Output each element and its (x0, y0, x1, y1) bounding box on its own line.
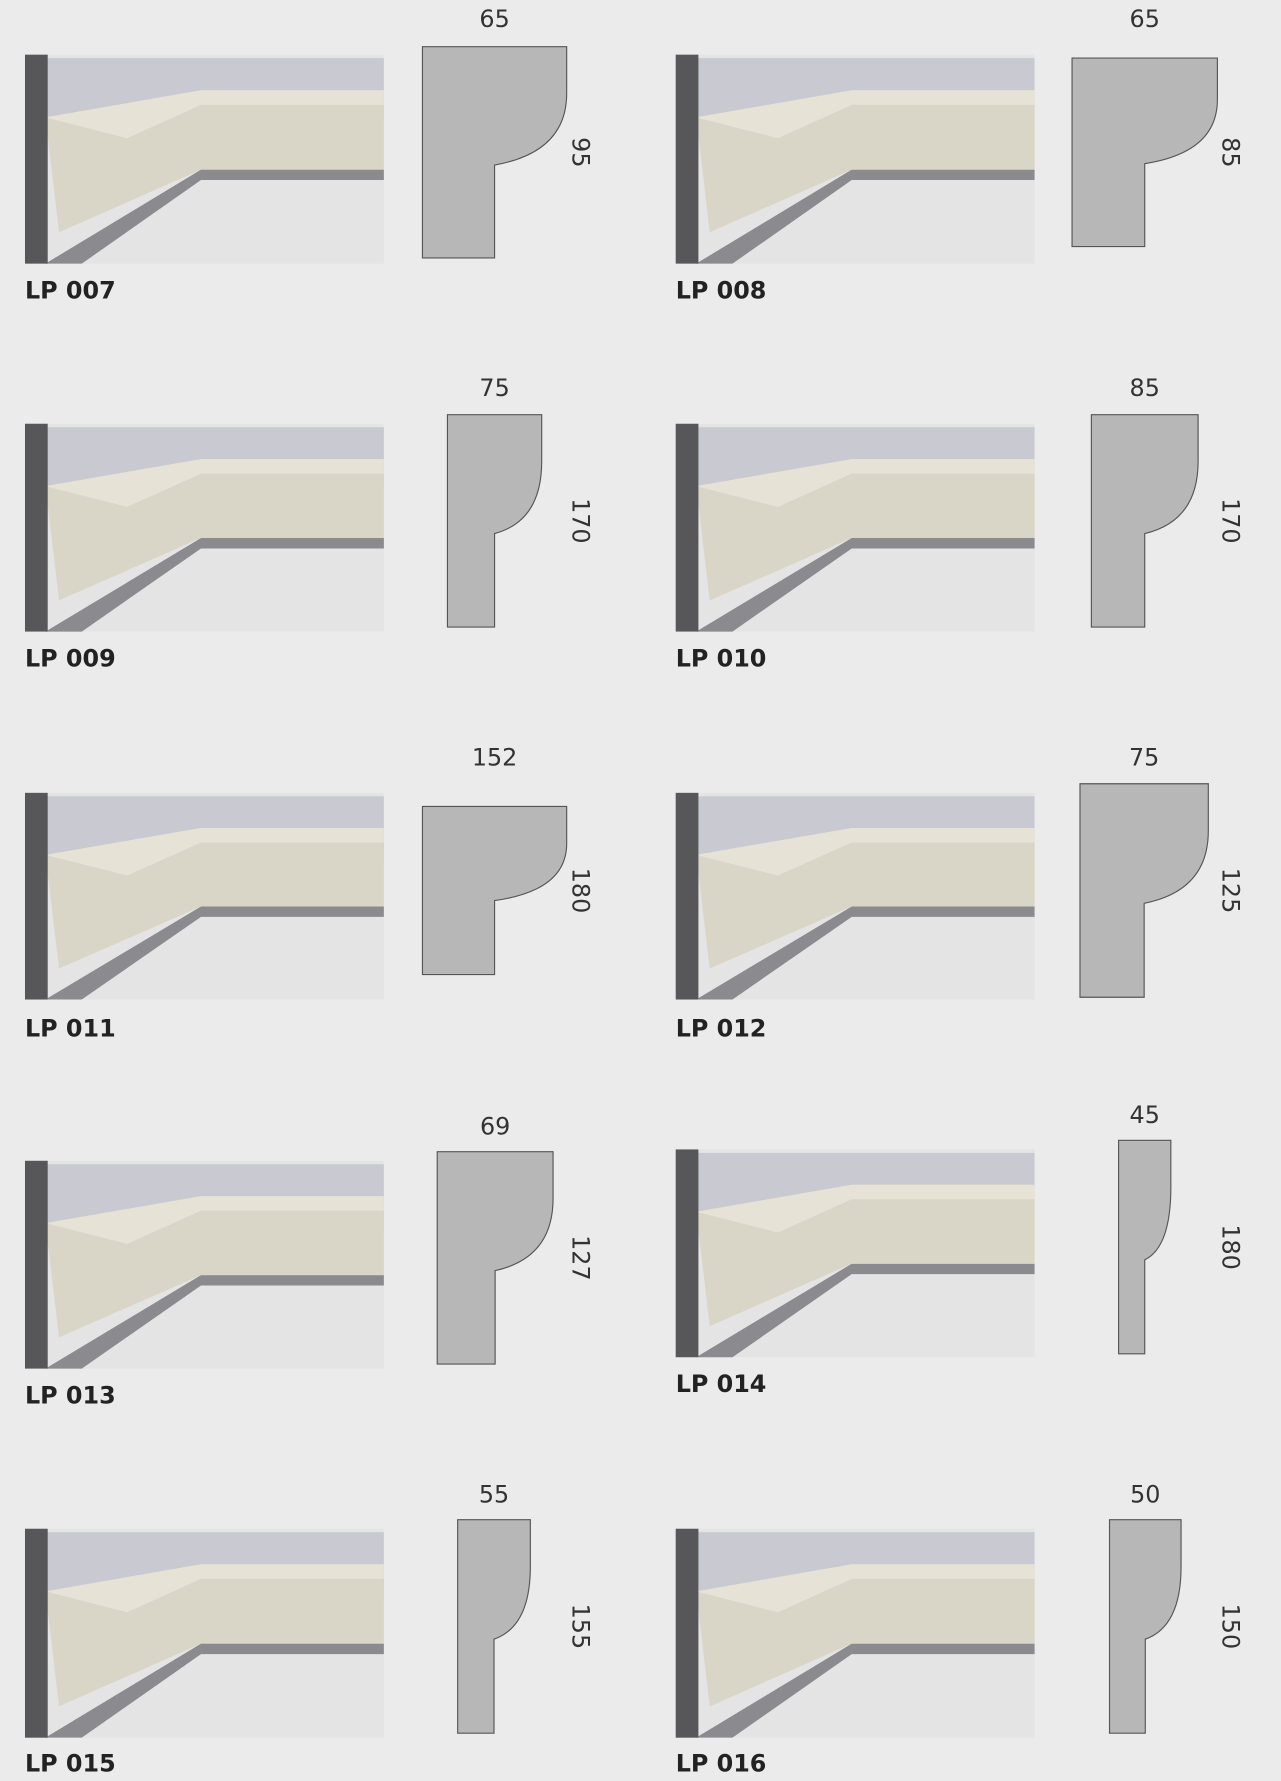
wall-edge (675, 792, 699, 1000)
profile-section (421, 805, 568, 976)
profile-height: 85 (1216, 137, 1244, 167)
profile-width: 75 (1129, 743, 1159, 771)
molding-top (45, 1196, 384, 1244)
profile-section (1090, 414, 1199, 628)
product-photo (24, 423, 384, 632)
molding-top (45, 1564, 384, 1613)
profile-width: 75 (479, 374, 509, 402)
product-card: 65 85 LP 008 (675, 5, 1244, 305)
molding-top (45, 827, 384, 876)
wall-lower (696, 1263, 1035, 1358)
profile-width: 65 (479, 5, 509, 33)
profile-height: 180 (1216, 1224, 1244, 1269)
molding-top (696, 1184, 1035, 1233)
product-photo (24, 792, 384, 1000)
molding-top (696, 90, 1035, 139)
profile-height: 170 (567, 498, 595, 543)
wall-lower (45, 1643, 384, 1738)
wall-edge (675, 54, 699, 264)
molding-top (696, 1564, 1035, 1613)
product-photo (24, 1160, 384, 1369)
molding-top (45, 459, 384, 507)
product-code: LP 008 (676, 277, 767, 305)
wall-edge (24, 792, 48, 1000)
profile-section (1108, 1519, 1182, 1734)
profile-height: 155 (567, 1604, 595, 1649)
wall-edge (24, 1528, 48, 1738)
wall-lower (45, 906, 384, 1000)
wall-edge (675, 1528, 699, 1738)
profile-section (436, 1151, 554, 1365)
profile-height: 95 (567, 137, 595, 167)
product-code: LP 011 (25, 1015, 116, 1043)
wall-lower (45, 538, 384, 632)
profile-width: 65 (1130, 5, 1160, 33)
profile-section (1071, 57, 1218, 248)
molding-top (45, 90, 384, 139)
product-photo (675, 423, 1035, 632)
product-code: LP 016 (676, 1749, 767, 1777)
profile-width: 69 (480, 1112, 510, 1140)
product-code: LP 007 (25, 277, 116, 305)
profile-height: 127 (567, 1235, 595, 1280)
product-photo (24, 54, 384, 264)
product-photo (675, 54, 1035, 264)
profile-section (457, 1519, 531, 1734)
product-card: 152 180 LP 011 (24, 743, 595, 1043)
product-card: 75 170 LP 009 (24, 374, 595, 672)
profile-height: 150 (1216, 1604, 1244, 1649)
molding-top (696, 827, 1035, 876)
profile-section (1118, 1139, 1172, 1355)
product-photo (24, 1528, 384, 1738)
product-code: LP 014 (676, 1370, 767, 1398)
product-card: 85 170 LP 010 (675, 374, 1244, 672)
wall-edge (24, 423, 48, 632)
profile-width: 55 (479, 1480, 509, 1508)
wall-edge (24, 54, 48, 264)
profile-width: 45 (1130, 1101, 1160, 1129)
profile-height: 170 (1216, 498, 1244, 543)
profile-section (1079, 783, 1209, 998)
profile-section (421, 46, 568, 259)
profile-width: 85 (1130, 374, 1160, 402)
product-code: LP 013 (25, 1381, 116, 1409)
product-photo (675, 1528, 1035, 1738)
wall-lower (45, 1275, 384, 1369)
profile-section (446, 414, 543, 628)
product-code: LP 010 (676, 644, 767, 672)
wall-lower (696, 1643, 1035, 1738)
wall-lower (696, 169, 1035, 264)
product-code: LP 015 (25, 1749, 116, 1777)
product-card: 55 155 LP 015 (24, 1480, 595, 1777)
product-card: 45 180 LP 014 (675, 1101, 1244, 1398)
wall-edge (24, 1160, 48, 1369)
product-photo (675, 792, 1035, 1000)
molding-top (696, 459, 1035, 507)
wall-lower (696, 906, 1035, 1000)
profile-height: 125 (1216, 868, 1244, 913)
wall-lower (45, 169, 384, 264)
product-photo (675, 1149, 1035, 1358)
profile-width: 152 (472, 743, 517, 771)
product-code: LP 012 (676, 1015, 767, 1043)
product-code: LP 009 (25, 644, 116, 672)
wall-edge (675, 1149, 699, 1358)
profile-height: 180 (567, 868, 595, 913)
wall-edge (675, 423, 699, 632)
product-card: 69 127 LP 013 (24, 1112, 595, 1409)
product-card: 65 95 LP 007 (24, 5, 595, 305)
wall-lower (696, 538, 1035, 632)
product-card: 50 150 LP 016 (675, 1480, 1244, 1777)
profile-width: 50 (1130, 1480, 1160, 1508)
product-card: 75 125 LP 012 (675, 743, 1244, 1043)
